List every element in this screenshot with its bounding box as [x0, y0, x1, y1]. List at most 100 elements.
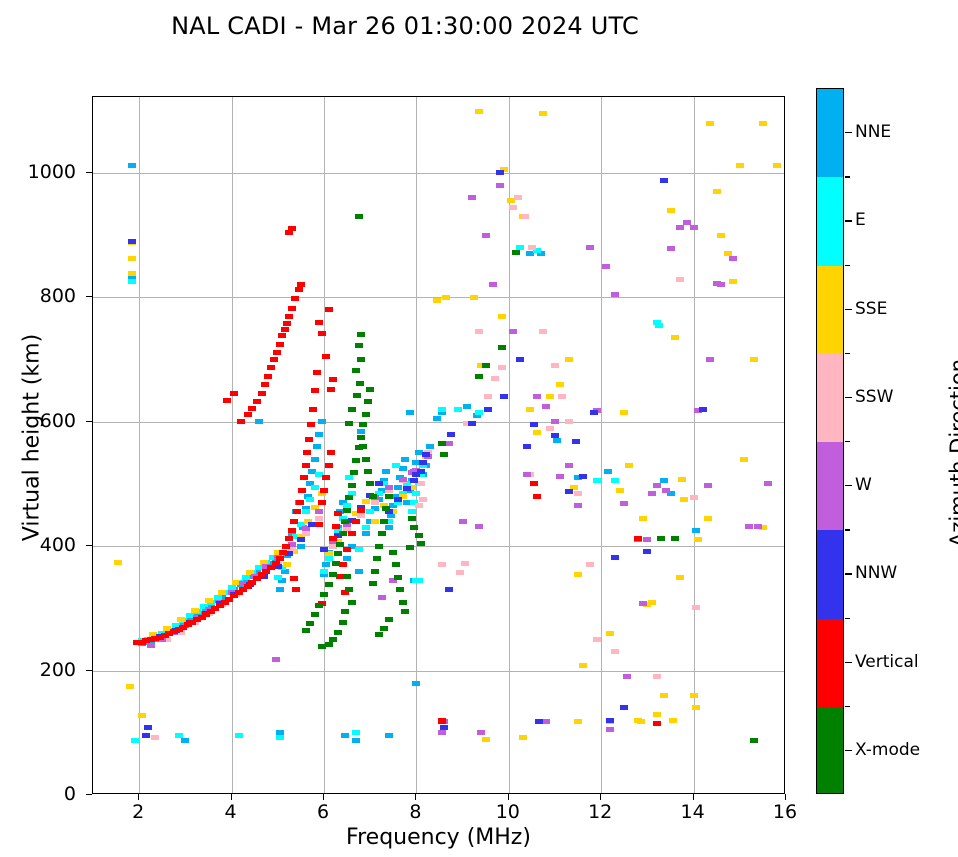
echo-point	[333, 532, 342, 538]
echo-point	[417, 540, 425, 546]
colorbar-segment-sse	[817, 265, 843, 355]
echo-point	[666, 490, 675, 496]
echo-point	[273, 563, 282, 569]
echo-point	[248, 405, 257, 411]
echo-point	[694, 537, 703, 543]
y-tick-600	[86, 420, 92, 422]
echo-point	[174, 733, 183, 739]
figure-title: NAL CADI - Mar 26 01:30:00 2024 UTC	[171, 12, 639, 40]
echo-point	[652, 711, 661, 717]
echo-point	[218, 594, 227, 600]
echo-point	[417, 472, 425, 478]
echo-point	[527, 245, 536, 250]
echo-point	[241, 574, 250, 580]
echo-point	[284, 536, 293, 542]
echo-point	[287, 528, 296, 534]
echo-point	[611, 554, 620, 560]
echo-point	[310, 484, 319, 490]
x-ticklabel-8: 8	[409, 801, 422, 823]
echo-point	[484, 406, 492, 412]
echo-point	[437, 730, 446, 736]
echo-point	[271, 656, 280, 662]
echo-point	[239, 581, 248, 586]
echo-point	[322, 475, 331, 481]
echo-point	[437, 562, 446, 568]
echo-point	[620, 501, 629, 507]
echo-point	[331, 561, 340, 567]
echo-point	[661, 487, 670, 493]
colorbar-label-nnw: NNW	[855, 563, 898, 584]
echo-point	[437, 409, 446, 415]
echo-point	[521, 213, 529, 219]
echo-point	[229, 391, 238, 397]
echo-point	[310, 505, 319, 511]
scatter-data-layer	[93, 97, 784, 793]
echo-point	[296, 543, 305, 549]
gridline-x-4	[231, 97, 233, 793]
echo-point	[624, 462, 633, 468]
echo-point	[636, 719, 645, 725]
echo-point	[188, 619, 197, 625]
echo-point	[320, 571, 328, 577]
echo-point	[324, 462, 333, 468]
echo-point	[497, 344, 506, 350]
colorbar	[816, 88, 844, 794]
echo-point	[384, 518, 393, 524]
echo-point	[659, 693, 668, 698]
echo-point	[703, 482, 712, 488]
echo-point	[668, 717, 677, 723]
echo-point	[474, 523, 483, 529]
echo-point	[537, 251, 546, 257]
echo-point	[262, 568, 271, 574]
echo-point	[220, 599, 229, 605]
echo-point	[705, 120, 714, 126]
echo-point	[271, 561, 280, 567]
echo-point	[361, 525, 370, 530]
echo-point	[361, 531, 370, 537]
echo-point	[585, 562, 594, 568]
echo-point	[518, 735, 527, 741]
echo-point	[678, 476, 686, 482]
echo-point	[557, 394, 566, 400]
echo-point	[315, 515, 324, 521]
echo-point	[407, 509, 416, 515]
echo-point	[287, 542, 296, 548]
echo-point	[682, 220, 691, 226]
echo-point	[354, 445, 363, 451]
echo-point	[317, 500, 326, 506]
echo-point	[128, 276, 137, 282]
echo-point	[352, 730, 361, 736]
echo-point	[340, 590, 349, 596]
echo-point	[259, 559, 268, 565]
colorbar-axis-label: Azimuth Direction	[946, 358, 958, 548]
echo-point	[333, 528, 342, 534]
echo-point	[758, 120, 767, 126]
echo-point	[246, 569, 255, 575]
echo-point	[419, 459, 428, 465]
echo-point	[114, 559, 123, 565]
x-tick-16	[785, 794, 786, 800]
echo-point	[532, 493, 541, 499]
echo-point	[675, 277, 684, 283]
echo-point	[377, 531, 386, 537]
echo-point	[400, 609, 409, 614]
echo-point	[199, 604, 208, 609]
echo-point	[336, 573, 345, 579]
echo-point	[740, 456, 749, 462]
y-axis-label: Virtual height (km)	[19, 333, 45, 542]
echo-point	[333, 551, 342, 557]
echo-point	[132, 640, 141, 646]
echo-point	[273, 574, 282, 580]
echo-point	[398, 493, 407, 499]
echo-point	[375, 481, 384, 487]
echo-point	[407, 484, 416, 490]
echo-point	[301, 627, 310, 633]
echo-point	[290, 576, 298, 581]
echo-point	[368, 581, 377, 586]
echo-point	[276, 556, 285, 562]
echo-point	[294, 287, 303, 293]
echo-point	[211, 605, 220, 611]
echo-point	[357, 332, 365, 338]
echo-point	[375, 543, 384, 549]
echo-point	[343, 521, 352, 527]
